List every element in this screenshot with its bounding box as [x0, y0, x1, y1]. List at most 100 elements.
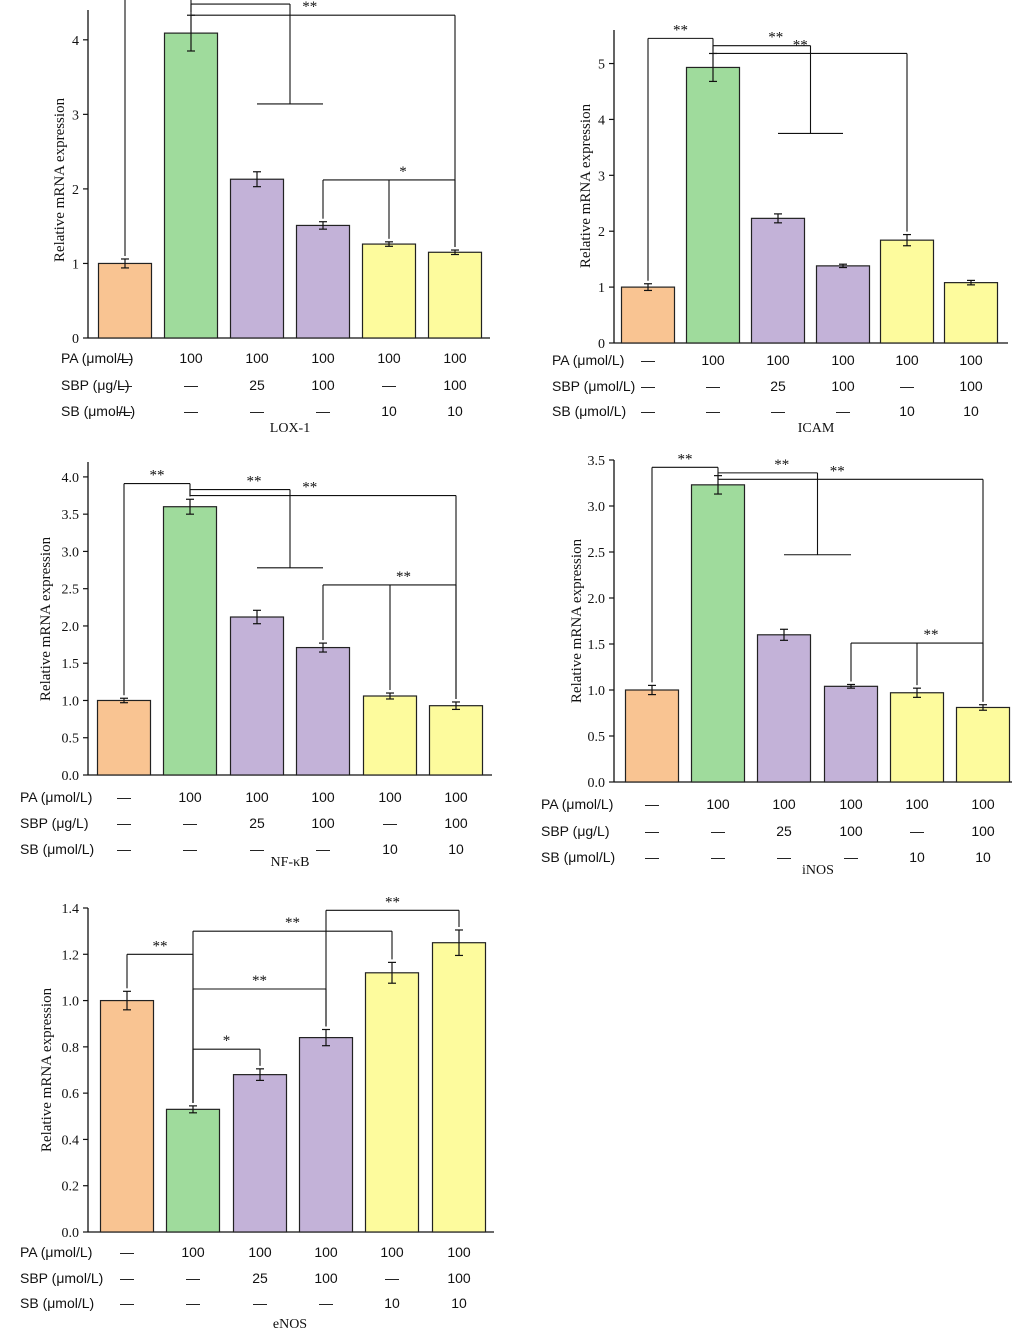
y-tick-label: 1.0 [588, 684, 606, 699]
bar [295, 224, 351, 339]
condition-value: 100 [443, 350, 467, 366]
significance-label: ** [793, 37, 808, 53]
condition-value: 100 [311, 789, 335, 805]
significance-label: ** [150, 468, 165, 484]
chart-title: ICAM [798, 421, 835, 436]
significance-label: ** [302, 0, 317, 15]
y-tick-label: 3.5 [62, 508, 80, 523]
y-tick-label: 1.2 [62, 948, 80, 963]
chart-title: eNOS [273, 1317, 307, 1332]
condition-value: — [645, 823, 659, 839]
condition-label: SB (μmol/L) [541, 849, 615, 865]
condition-value: — [910, 823, 924, 839]
significance-bracket: ** [651, 451, 719, 683]
condition-value: 100 [772, 796, 796, 812]
significance-label: ** [252, 973, 267, 989]
chart-panel-NF-κB: 0.0 0.5 1.0 1.5 2.0 2.5 3.0 3.5 4.0 Relative mRNA… [20, 462, 492, 870]
condition-value: — [836, 403, 850, 419]
condition-value: 100 [311, 377, 335, 393]
y-tick-label: 0.0 [62, 769, 80, 784]
significance-bracket: * [322, 164, 456, 248]
condition-value: — [641, 403, 655, 419]
y-tick-label: 2 [598, 225, 605, 240]
condition-value: 100 [447, 1244, 471, 1260]
condition-value: 100 [895, 352, 919, 368]
chart-title: LOX-1 [270, 421, 310, 436]
y-tick-label: 0.5 [62, 732, 80, 747]
condition-value: — [706, 403, 720, 419]
condition-value: 100 [377, 350, 401, 366]
y-tick-label: 1.0 [62, 995, 80, 1010]
condition-value: 100 [311, 815, 335, 831]
y-axis-label: Relative mRNA expression [38, 536, 54, 701]
condition-value: 100 [706, 796, 730, 812]
condition-value: — [117, 789, 131, 805]
bar [756, 634, 812, 783]
bar [879, 239, 935, 344]
y-tick-label: 0.0 [588, 776, 606, 791]
condition-value: 100 [971, 796, 995, 812]
significance-bracket: ** [190, 0, 323, 105]
bar [823, 685, 879, 783]
chart-panel-ICAM: 0 1 2 3 4 5 Relative mRNA expression ** ** ** PA (… [552, 22, 1008, 436]
y-tick-label: 0 [72, 332, 79, 347]
y-tick-label: 1 [72, 257, 79, 272]
condition-value: 100 [314, 1270, 338, 1286]
condition-value: 10 [975, 849, 991, 865]
significance-label: ** [153, 938, 168, 954]
condition-value: — [645, 849, 659, 865]
significance-bracket: ** [712, 37, 908, 232]
condition-value: 25 [776, 823, 792, 839]
condition-value: — [120, 1270, 134, 1286]
condition-value: — [645, 796, 659, 812]
condition-value: — [118, 403, 132, 419]
condition-value: 100 [443, 377, 467, 393]
condition-value: 100 [380, 1244, 404, 1260]
condition-label: PA (μmol/L) [20, 789, 92, 805]
chart-panel-iNOS: 0.0 0.5 1.0 1.5 2.0 2.5 3.0 3.5 Relative mRNA ex… [541, 451, 1012, 878]
condition-value: — [183, 841, 197, 857]
bar [690, 484, 746, 783]
y-tick-label: 1.5 [588, 638, 606, 653]
condition-value: 100 [447, 1270, 471, 1286]
condition-value: 100 [378, 789, 402, 805]
significance-label: ** [247, 0, 262, 4]
condition-label: SB (μmol/L) [20, 841, 94, 857]
condition-value: — [250, 841, 264, 857]
bar [229, 178, 285, 339]
condition-value: 100 [444, 815, 468, 831]
condition-value: 10 [382, 841, 398, 857]
condition-value: 25 [770, 378, 786, 394]
condition-value: 10 [963, 403, 979, 419]
y-tick-label: 2.0 [588, 592, 606, 607]
condition-value: 10 [909, 849, 925, 865]
condition-label: SB (μmol/L) [61, 403, 135, 419]
condition-value: — [118, 377, 132, 393]
y-tick-label: 5 [598, 58, 605, 73]
condition-value: 25 [249, 815, 265, 831]
condition-label: PA (μmol/L) [541, 796, 613, 812]
condition-value: — [118, 350, 132, 366]
y-tick-label: 1.0 [62, 694, 80, 709]
bar [624, 689, 680, 783]
y-tick-label: 0.5 [588, 730, 606, 745]
significance-label: ** [774, 457, 789, 473]
y-tick-label: 3.5 [588, 454, 606, 469]
bar [943, 282, 999, 344]
condition-value: 10 [384, 1295, 400, 1311]
condition-value: 10 [447, 403, 463, 419]
condition-value: 25 [249, 377, 265, 393]
condition-value: — [186, 1270, 200, 1286]
significance-label: ** [924, 627, 939, 643]
y-tick-label: 1 [598, 281, 605, 296]
condition-value: 100 [839, 823, 863, 839]
condition-value: 100 [701, 352, 725, 368]
y-tick-label: 2.5 [62, 583, 80, 598]
condition-label: SBP (μmol/L) [20, 1270, 103, 1286]
significance-label: ** [385, 894, 400, 910]
y-axis-label: Relative mRNA expression [578, 103, 594, 268]
condition-value: — [844, 849, 858, 865]
chart-title: iNOS [802, 863, 834, 878]
y-tick-label: 0.6 [62, 1087, 80, 1102]
condition-value: 100 [971, 823, 995, 839]
